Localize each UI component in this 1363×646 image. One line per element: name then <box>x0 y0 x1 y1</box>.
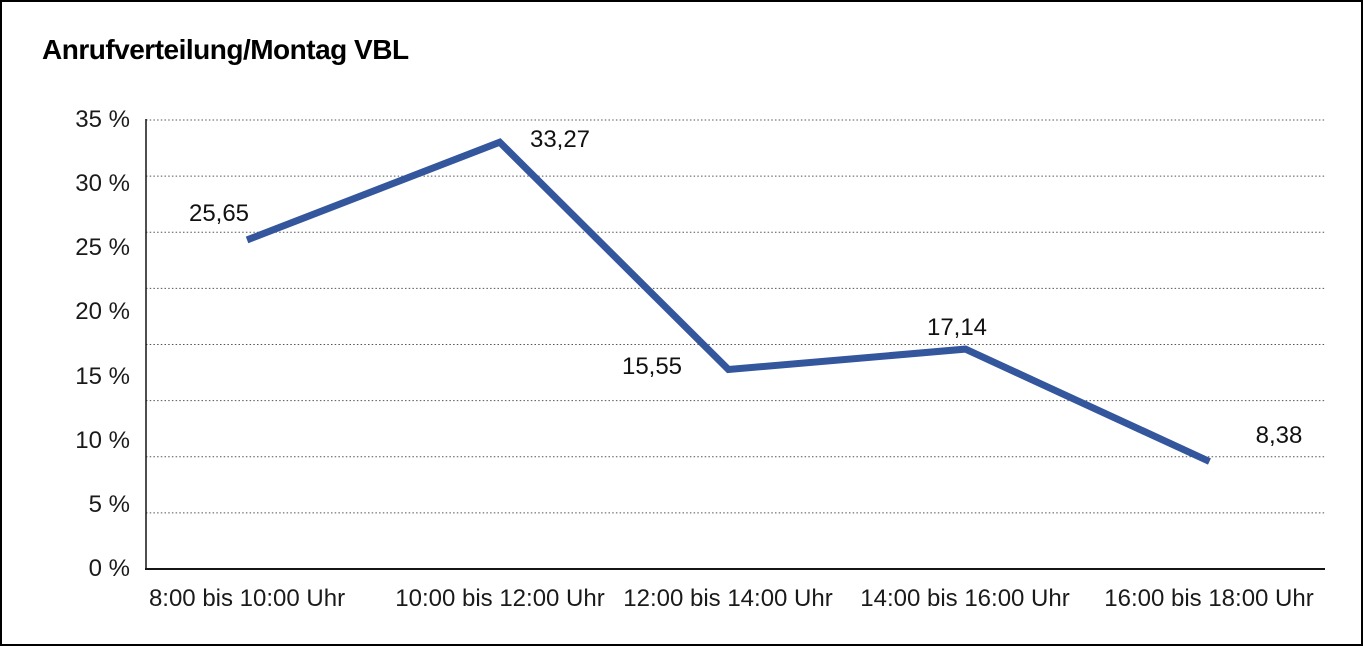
series-line <box>245 138 1211 465</box>
point-value-label: 25,65 <box>188 200 250 227</box>
y-tick-label: 20 % <box>75 298 130 325</box>
y-tick-label: 25 % <box>75 234 130 261</box>
y-tick-label: 10 % <box>75 427 130 454</box>
x-category-label: 8:00 bis 10:00 Uhr <box>148 585 346 612</box>
point-value-label: 15,55 <box>621 353 683 380</box>
point-value-label: 8,38 <box>1255 422 1303 449</box>
point-value-label: 33,27 <box>529 126 591 153</box>
y-tick-label: 15 % <box>75 363 130 390</box>
y-tick-label: 0 % <box>88 555 130 582</box>
y-tick-label: 35 % <box>75 106 130 133</box>
x-category-label: 10:00 bis 12:00 Uhr <box>395 585 605 612</box>
y-tick-label: 5 % <box>88 491 130 518</box>
x-category-label: 14:00 bis 16:00 Uhr <box>860 585 1070 612</box>
x-category-label: 16:00 bis 18:00 Uhr <box>1104 585 1314 612</box>
chart-title: Anrufverteilung/Montag VBL <box>42 34 409 65</box>
x-category-label: 12:00 bis 14:00 Uhr <box>623 585 833 612</box>
gridlines <box>146 119 1325 514</box>
point-value-label: 17,14 <box>926 314 988 341</box>
y-tick-label: 30 % <box>75 170 130 197</box>
